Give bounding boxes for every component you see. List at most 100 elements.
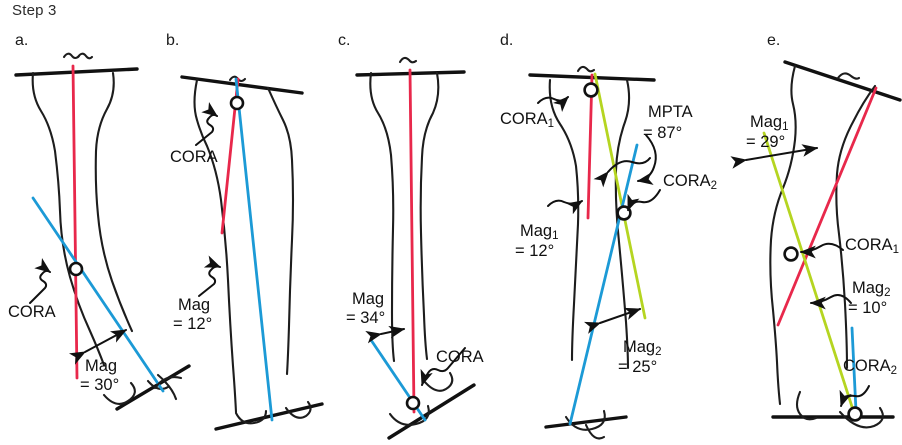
panel-e-mag1-sub: 1 — [782, 121, 789, 133]
panel-b-bone-outline-medial — [193, 78, 238, 414]
panel-b-mag-label-line2: = 12° — [173, 315, 213, 333]
panel-d-mag2-base: Mag — [623, 338, 656, 356]
panel-c-graphic — [355, 56, 476, 440]
panel-a-cora-point — [68, 261, 84, 277]
panel-b-bone-outline-lateral — [266, 86, 295, 376]
panel-d-cora2-base: CORA — [663, 172, 711, 190]
panel-c-mag-label-line1: Mag — [352, 290, 385, 308]
panel-e-cora2-base: CORA — [843, 357, 891, 375]
panel-a-mag-label-line1: Mag — [85, 357, 118, 375]
panel-e-mag1-label-line1: Mag1 — [750, 113, 789, 133]
panel-e-joint-line-proximal — [783, 60, 902, 102]
panel-letter-b: b. — [166, 32, 180, 49]
panel-e-mag2-sub: 2 — [884, 287, 891, 299]
panel-letter-d: d. — [500, 32, 514, 49]
panel-d-mechanical-axis-red — [586, 73, 594, 220]
panel-b-joint-line-distal — [214, 402, 324, 431]
panel-e-cora1-base: CORA — [845, 236, 893, 254]
panel-d-distal-foot — [564, 409, 606, 431]
panel-d-malleolus — [584, 423, 606, 440]
panel-letter-e: e. — [767, 32, 781, 49]
panel-e-mag2-label-line1: Mag2 — [852, 279, 891, 299]
panel-d-mag2-label-line2: = 25° — [618, 358, 658, 376]
panel-e-mag2-leader — [809, 294, 852, 310]
panel-c-joint-line-distal — [387, 383, 476, 440]
panel-e-mechanical-axis-red — [776, 86, 878, 327]
panel-d-graphic — [528, 65, 661, 440]
panel-a-bone-outline-lateral — [94, 71, 134, 333]
panel-a-anatomic-axis-blue — [31, 196, 165, 393]
panel-d-mag1-sub: 1 — [552, 230, 559, 242]
panel-b-mag-leader — [198, 255, 222, 297]
panel-a-cora-label: CORA — [8, 303, 56, 321]
panel-e-bone-outline-lateral — [835, 84, 877, 370]
panel-letter-c: c. — [338, 32, 351, 49]
panel-letter-a: a. — [15, 32, 29, 49]
panel-e-cora2-point — [847, 406, 863, 422]
panel-d-cora2-label: CORA2 — [663, 172, 717, 192]
panel-e-graphic — [730, 60, 902, 429]
panel-d-mpta-label-line1: MPTA — [648, 103, 693, 121]
panel-e-foot-outline — [838, 406, 884, 429]
panel-d-mag2-sub: 2 — [655, 346, 662, 358]
panel-a-cora-leader — [29, 258, 51, 304]
panel-b-marker-cross — [153, 373, 183, 401]
panel-a-fibula-distal — [102, 381, 136, 405]
panel-d-cora1-point — [583, 82, 599, 98]
panel-b-malleolus — [284, 400, 312, 419]
panel-e-cora1-label: CORA1 — [845, 236, 900, 256]
step-title: Step 3 — [12, 2, 57, 19]
panel-e-tibial-spine — [836, 72, 861, 80]
panel-c-tibial-spine — [398, 56, 418, 64]
panel-c-bone-outline-medial — [369, 71, 396, 363]
panel-d-tibial-spine — [576, 65, 596, 73]
panel-d-mpta-leader — [636, 134, 657, 185]
panel-d-cora1-sub: 1 — [547, 118, 555, 130]
panel-b-cora-leader — [195, 102, 218, 146]
panel-d-cora1-leader — [537, 96, 569, 112]
panel-b-cora-point — [229, 95, 245, 111]
panel-e-cora1-point — [783, 246, 799, 262]
panel-a-mag-label-line2: = 30° — [80, 376, 120, 394]
panel-c-mechanical-axis-red — [408, 68, 416, 414]
panel-a-mag-arc-arrow — [68, 329, 128, 365]
panel-e-cora1-sub: 1 — [892, 244, 900, 256]
panel-e-cora2-leader — [839, 385, 870, 408]
panel-d-cora1-base: CORA — [500, 110, 548, 128]
panel-d-bisector-green — [593, 72, 647, 320]
panel-b-cora-label: CORA — [170, 148, 218, 166]
panel-a-tibial-spine — [62, 52, 81, 60]
panel-b-anatomic-axis-blue — [234, 77, 274, 422]
panel-d-cora1-label: CORA1 — [500, 110, 555, 130]
panel-c-mag-label-line2: = 34° — [346, 309, 386, 327]
panel-d-mag1-label-line1: Mag1 — [520, 222, 559, 242]
panel-e-mag1-arc-arrow — [730, 144, 819, 169]
panel-b-joint-line-proximal — [180, 75, 304, 95]
panel-e-cora1-leader — [799, 242, 844, 259]
panel-b-distal-foot — [234, 409, 268, 425]
panel-a-joint-line-distal — [115, 364, 191, 411]
panel-c-distal-foot — [388, 404, 430, 426]
panel-d-joint-line-distal — [544, 415, 628, 429]
panel-c-malleolus — [422, 371, 454, 392]
panel-e-ankle-medial — [795, 390, 818, 421]
panel-c-cora-point — [405, 395, 421, 411]
panel-d-mag1-label-line2: = 12° — [515, 242, 555, 260]
panel-e-bisector-green — [762, 131, 856, 415]
panel-d-cora2-leader — [627, 189, 661, 212]
panel-a-tibial-spine-2 — [76, 52, 94, 60]
panel-a-joint-line-proximal — [14, 67, 139, 77]
panel-e-mag2-base: Mag — [852, 279, 885, 297]
panel-d-mag2-arc-arrow — [583, 307, 642, 334]
panel-a-mechanical-axis-red — [71, 64, 79, 380]
panel-e-cora2-sub: 2 — [890, 365, 898, 377]
panel-e-cora2-label: CORA2 — [843, 357, 898, 377]
panel-e-mag1-label-line2: = 29° — [746, 133, 786, 151]
panel-a-graphic — [14, 52, 191, 411]
panel-e-anatomic-axis-blue — [850, 326, 858, 413]
panel-d-anatomic-axis-blue — [568, 143, 639, 426]
panel-c-bone-outline-lateral — [419, 71, 440, 361]
panel-d-mag1-leader — [547, 199, 584, 215]
panel-a-malleolus — [146, 379, 170, 391]
